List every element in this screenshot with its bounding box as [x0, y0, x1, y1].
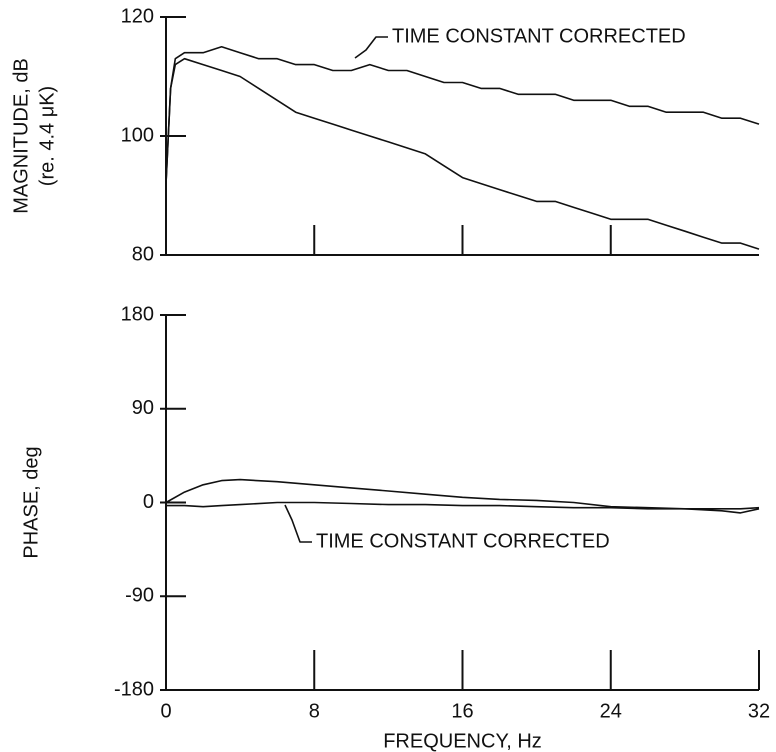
- annotation: TIME CONSTANT CORRECTED: [392, 25, 686, 47]
- y-tick-label: 80: [132, 243, 154, 265]
- data-line: [165, 478, 760, 514]
- x-tick-label: 16: [451, 700, 473, 722]
- x-tick-label: 24: [600, 700, 622, 722]
- y-tick-label: 0: [143, 491, 154, 513]
- annotation-leader: [284, 504, 312, 543]
- y-tick-label: -180: [114, 678, 154, 700]
- y-axis-label: (re. 4.4 μK): [36, 86, 58, 186]
- data-line: [165, 46, 760, 184]
- annotation: TIME CONSTANT CORRECTED: [316, 530, 610, 552]
- x-tick-label: 0: [160, 700, 171, 722]
- y-tick-label: -90: [125, 585, 154, 607]
- x-axis-label: FREQUENCY, Hz: [383, 730, 542, 752]
- x-tick-label: 32: [748, 700, 770, 722]
- y-tick-label: 100: [121, 124, 154, 146]
- y-axis-label: PHASE, deg: [20, 446, 42, 558]
- data-line: [166, 501, 760, 510]
- data-line: [165, 57, 760, 250]
- x-tick-label: 8: [309, 700, 320, 722]
- y-tick-label: 180: [121, 303, 154, 325]
- annotation-leader: [354, 36, 388, 59]
- y-axis-label: MAGNITUDE, dB: [10, 58, 32, 214]
- y-tick-label: 120: [121, 5, 154, 27]
- y-tick-label: 90: [132, 397, 154, 419]
